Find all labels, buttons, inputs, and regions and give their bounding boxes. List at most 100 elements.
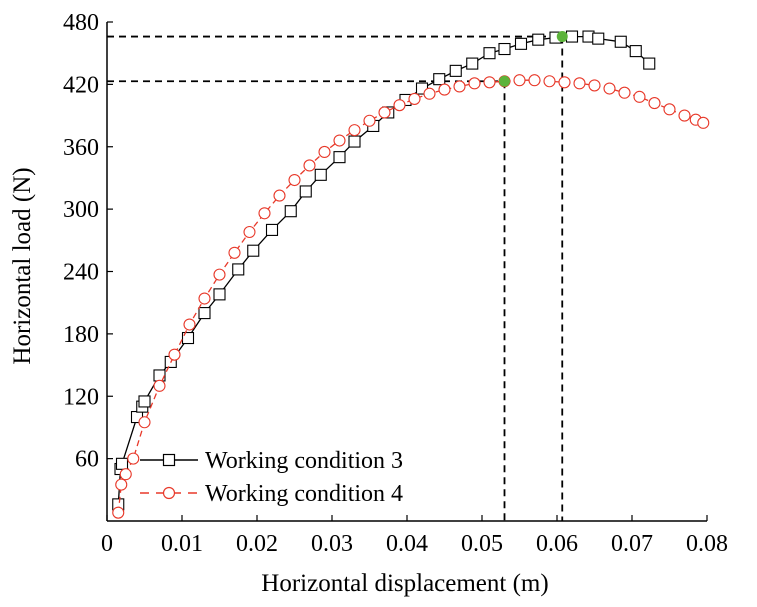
highlight-points xyxy=(499,31,568,87)
series-2-point-19 xyxy=(363,114,376,127)
x-tick-label-3: 0.03 xyxy=(311,531,353,557)
series-2-point-7 xyxy=(183,318,196,331)
series-1-point-34 xyxy=(614,35,627,48)
x-tick-label-6: 0.06 xyxy=(536,531,578,557)
series-2-point-29 xyxy=(513,74,526,87)
series-1-point-36 xyxy=(643,57,656,70)
legend-item-working-condition-3: Working condition 3 xyxy=(140,448,403,474)
peak-point-1 xyxy=(499,75,510,87)
y-tick-label-1: 120 xyxy=(63,384,99,410)
series-2-point-36 xyxy=(618,86,631,99)
reference-lines xyxy=(107,35,564,521)
series-2-point-33 xyxy=(573,77,586,90)
series-1-point-28 xyxy=(514,37,528,50)
x-tick-label-1: 0.01 xyxy=(161,531,203,557)
x-tick-label-0: 0 xyxy=(101,531,113,557)
series-2-point-39 xyxy=(663,103,676,116)
series-2-point-10 xyxy=(228,246,241,259)
series-2-point-24 xyxy=(438,83,451,96)
series-1-point-9 xyxy=(198,307,211,320)
series-1-point-26 xyxy=(483,47,496,60)
x-tick-label-7: 0.07 xyxy=(611,531,653,557)
series-1-point-11 xyxy=(232,263,245,276)
y-tick-label-6: 420 xyxy=(63,72,99,98)
series-2-point-13 xyxy=(273,189,286,202)
y-tick-label-0: 60 xyxy=(75,447,99,473)
y-tick-label-4: 300 xyxy=(63,197,99,223)
series-2-point-27 xyxy=(483,76,496,89)
y-axis-title: Horizontal load (N) xyxy=(9,167,36,364)
legend-label-wc3: Working condition 3 xyxy=(205,448,403,474)
series-2-point-32 xyxy=(558,76,571,89)
x-axis-title: Horizontal displacement (m) xyxy=(261,570,548,597)
series-2-point-6 xyxy=(168,348,181,361)
legend: Working condition 3 Working condition 4 xyxy=(140,448,403,507)
series-1-point-31 xyxy=(565,30,579,43)
series-2-point-26 xyxy=(468,77,481,90)
series-1-point-5 xyxy=(138,395,151,408)
series-1-point-29 xyxy=(532,33,545,46)
y-tick-label-3: 240 xyxy=(63,260,99,286)
series-2-point-0 xyxy=(112,506,125,519)
series-1-point-35 xyxy=(629,45,642,58)
series-1-point-16 xyxy=(314,168,327,181)
y-tick-label-2: 180 xyxy=(63,322,99,348)
series-2-point-14 xyxy=(288,173,301,187)
series-1-point-17 xyxy=(333,151,346,164)
series-2-point-30 xyxy=(528,74,541,87)
series-1-point-23 xyxy=(433,73,446,86)
series-2-point-25 xyxy=(453,80,466,93)
series-1-point-33 xyxy=(592,32,605,45)
series-2-point-16 xyxy=(318,145,331,158)
x-tick-label-5: 0.05 xyxy=(461,531,503,557)
series-2-point-12 xyxy=(258,207,271,220)
series-2-point-3 xyxy=(127,452,140,465)
series-2-point-20 xyxy=(378,106,391,119)
series-2-point-4 xyxy=(138,416,151,429)
peak-point-0 xyxy=(556,31,568,43)
legend-swatch-marker-wc3 xyxy=(162,453,176,467)
legend-item-working-condition-4: Working condition 4 xyxy=(140,481,403,507)
series-2-point-5 xyxy=(153,379,166,392)
series-1-point-10 xyxy=(213,288,226,301)
series-layer xyxy=(112,30,710,519)
series-1-point-25 xyxy=(466,57,479,70)
y-tick-label-5: 360 xyxy=(63,135,99,161)
series-2-point-2 xyxy=(119,468,132,481)
series-2-point-9 xyxy=(213,268,226,281)
series-2-point-17 xyxy=(333,134,346,147)
series-1-point-12 xyxy=(247,244,260,257)
x-tick-label-8: 0.08 xyxy=(686,531,728,557)
series-2-point-18 xyxy=(348,124,361,137)
legend-label-wc4: Working condition 4 xyxy=(205,481,403,507)
series-1-point-27 xyxy=(498,42,511,56)
series-2-point-34 xyxy=(588,79,601,92)
series-2-point-15 xyxy=(303,159,316,172)
series-2-point-22 xyxy=(408,92,421,105)
series-2-point-37 xyxy=(633,90,646,103)
series-2-point-40 xyxy=(678,109,691,122)
series-1-point-18 xyxy=(348,135,361,148)
x-ticks: 0 0.01 0.02 0.03 0.04 0.05 0.06 0.07 0.08 xyxy=(101,515,728,557)
series-1-point-14 xyxy=(284,205,297,218)
series-2-point-21 xyxy=(393,99,406,112)
series-1-point-8 xyxy=(181,331,195,345)
series-2-point-8 xyxy=(198,292,211,305)
x-tick-label-4: 0.04 xyxy=(386,531,428,557)
series-1-point-2 xyxy=(115,457,129,470)
series-2 xyxy=(112,74,710,519)
series-1-point-24 xyxy=(449,64,462,77)
series-1-point-15 xyxy=(299,185,312,198)
x-tick-label-2: 0.02 xyxy=(236,531,278,557)
series-2-point-42 xyxy=(697,116,710,129)
series-2-point-35 xyxy=(603,82,616,95)
series-1-point-13 xyxy=(265,223,279,236)
series-2-point-11 xyxy=(243,225,256,239)
y-tick-label-7: 480 xyxy=(63,10,99,36)
series-2-point-38 xyxy=(648,97,661,110)
legend-swatch-marker-wc4 xyxy=(162,486,176,500)
series-2-point-1 xyxy=(115,478,128,491)
y-ticks: 60 120 180 240 300 360 420 480 xyxy=(63,10,113,473)
series-2-point-31 xyxy=(543,75,556,88)
